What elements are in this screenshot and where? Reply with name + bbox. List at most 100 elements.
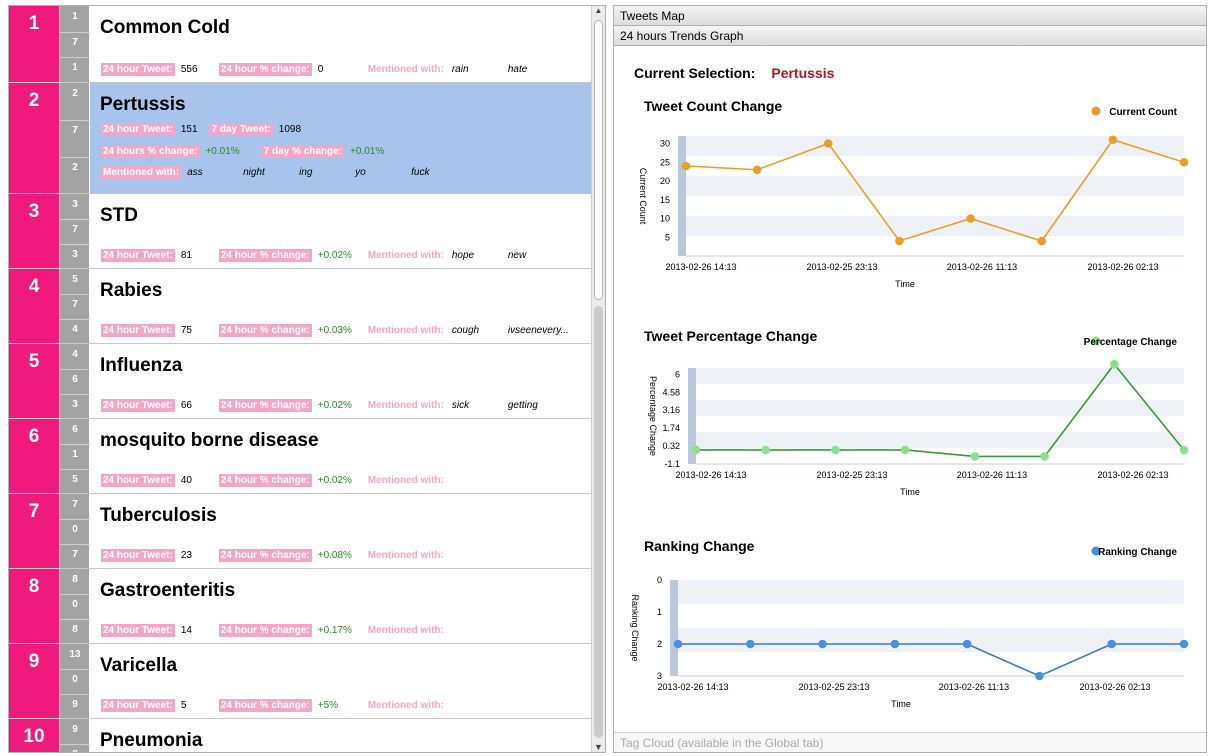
mentioned-word[interactable]: ing: [299, 167, 313, 178]
disease-name[interactable]: Pertussis: [100, 94, 186, 115]
data-point[interactable]: [681, 161, 691, 171]
list-scrollbar[interactable]: ▲ ▼: [591, 6, 605, 752]
y-tick-label: -1.1: [664, 459, 680, 469]
disease-row[interactable]: 2 2 7 2 Pertussis 24 hour Tweet: 151 7 day Twee…: [9, 83, 593, 194]
data-point[interactable]: [1037, 236, 1047, 246]
disease-name[interactable]: Varicella: [100, 655, 178, 676]
scroll-up-arrow-icon[interactable]: ▲: [594, 6, 603, 15]
scroll-down-arrow-icon[interactable]: ▼: [594, 742, 603, 752]
disease-content[interactable]: Varicella 24 hour Tweet: 5 24 hour % change…: [90, 644, 593, 718]
x-tick-label: 2013-02-26 11:13: [947, 262, 1017, 272]
data-point[interactable]: [962, 639, 972, 649]
mentioned-word[interactable]: getting: [507, 400, 538, 411]
data-point[interactable]: [895, 236, 904, 246]
x-tick-label: 2013-02-26 14:13: [657, 682, 728, 692]
disease-content[interactable]: Tuberculosis 24 hour Tweet: 23 24 hour % ch…: [90, 494, 593, 568]
disease-name[interactable]: mosquito borne disease: [100, 430, 319, 451]
y-axis-label: Percentage Change: [648, 376, 658, 456]
scroll-track[interactable]: [594, 306, 603, 738]
trend-chart: Percentage Change -1.1 0.32 1.74 3.16 4.58 6 Pe…: [648, 336, 1189, 497]
mentioned-word[interactable]: night: [243, 167, 265, 178]
data-point[interactable]: [1179, 157, 1189, 167]
data-point[interactable]: [1109, 359, 1119, 369]
mentioned-word[interactable]: ivseenevery...: [507, 325, 569, 336]
stat-label: 24 hour Tweet:: [101, 699, 175, 712]
mentioned-word[interactable]: fuck: [411, 167, 430, 178]
stat-value: 151: [180, 124, 198, 135]
rank-history-divider: [60, 394, 90, 395]
disease-row[interactable]: 8 8 0 8 Gastroenteritis 24 hour Tweet: 14 24 ho…: [9, 569, 593, 644]
data-point[interactable]: [745, 639, 755, 649]
data-point[interactable]: [900, 445, 910, 455]
mentioned-word[interactable]: cough: [451, 325, 480, 336]
disease-name[interactable]: Gastroenteritis: [100, 580, 236, 601]
mentioned-word[interactable]: hate: [507, 64, 528, 75]
disease-name[interactable]: Rabies: [100, 280, 163, 301]
data-point[interactable]: [966, 214, 975, 223]
disease-content[interactable]: Common Cold 24 hour Tweet: 556 24 hour % ch…: [90, 6, 593, 82]
data-point[interactable]: [970, 452, 980, 461]
disease-row[interactable]: 6 6 1 5 mosquito borne disease 24 hour Tweet:…: [9, 419, 593, 494]
disease-row[interactable]: 1 1 7 1 Common Cold 24 hour Tweet: 556 24 hour …: [9, 6, 593, 83]
mentioned-word[interactable]: yo: [355, 167, 366, 178]
data-point[interactable]: [673, 639, 683, 649]
tab-24-hours-trends[interactable]: 24 hours Trends Graph: [614, 26, 1206, 46]
rank-history-value: 0: [72, 674, 78, 685]
data-point[interactable]: [1108, 135, 1118, 145]
data-point[interactable]: [1179, 639, 1189, 649]
tab-tag-cloud[interactable]: Tag Cloud (available in the Global tab): [614, 732, 1206, 752]
chart-title: Tweet Percentage Change: [644, 328, 818, 344]
data-point[interactable]: [1179, 445, 1189, 455]
scroll-thumb[interactable]: [594, 20, 603, 300]
mentioned-label: Mentioned with:: [367, 325, 444, 336]
disease-name[interactable]: STD: [100, 205, 138, 226]
y-axis-band: [688, 368, 696, 464]
x-tick-label: 2013-02-25 23:13: [798, 682, 869, 692]
disease-content[interactable]: mosquito borne disease 24 hour Tweet: 40 24…: [90, 419, 593, 493]
rank-history-value: 2: [72, 162, 78, 173]
data-point[interactable]: [823, 139, 833, 148]
disease-name[interactable]: Pneumonia: [100, 730, 203, 751]
mentioned-word[interactable]: rain: [451, 64, 469, 75]
disease-content[interactable]: Influenza 24 hour Tweet: 66 24 hour % chang…: [90, 344, 593, 418]
mentioned-word[interactable]: new: [507, 250, 527, 261]
y-tick-label: 0.32: [662, 441, 680, 451]
data-point[interactable]: [752, 165, 762, 175]
disease-row[interactable]: 3 3 7 3 STD 24 hour Tweet: 81 24 hour % change:…: [9, 194, 593, 269]
y-axis-label: Ranking Change: [630, 594, 640, 661]
data-point[interactable]: [1040, 452, 1049, 461]
y-tick-label: 1.74: [662, 423, 680, 433]
data-point[interactable]: [831, 445, 840, 455]
rank-history-value: 5: [72, 274, 78, 285]
disease-name[interactable]: Influenza: [100, 355, 183, 376]
disease-content[interactable]: Gastroenteritis 24 hour Tweet: 14 24 hour %…: [90, 569, 593, 643]
data-point[interactable]: [818, 639, 827, 649]
stat-value: 75: [180, 325, 192, 336]
disease-name[interactable]: Tuberculosis: [100, 505, 217, 526]
data-point[interactable]: [691, 445, 701, 455]
disease-name[interactable]: Common Cold: [100, 17, 230, 38]
disease-row[interactable]: 7 7 0 7 Tuberculosis 24 hour Tweet: 23 24 hour …: [9, 494, 593, 569]
disease-content[interactable]: Pertussis 24 hour Tweet: 151 7 day Tweet: 10…: [90, 83, 593, 193]
disease-row[interactable]: 4 5 7 4 Rabies 24 hour Tweet: 75 24 hour % chan…: [9, 269, 593, 344]
disease-content[interactable]: Pneumonia: [90, 719, 593, 752]
data-point[interactable]: [890, 639, 900, 649]
disease-row[interactable]: 9 13 0 9 Varicella 24 hour Tweet: 5 24 hour % c…: [9, 644, 593, 719]
disease-content[interactable]: STD 24 hour Tweet: 81 24 hour % change: +0.0…: [90, 194, 593, 268]
data-point[interactable]: [761, 445, 771, 455]
rank-history-value: 7: [72, 499, 78, 510]
disease-row[interactable]: 1098Pneumonia: [9, 719, 593, 752]
data-point[interactable]: [1107, 639, 1117, 649]
disease-content[interactable]: Rabies 24 hour Tweet: 75 24 hour % change: +…: [90, 269, 593, 343]
disease-row[interactable]: 5 4 6 3 Influenza 24 hour Tweet: 66 24 hour % c…: [9, 344, 593, 419]
mentioned-word[interactable]: ass: [187, 167, 203, 178]
x-tick-label: 2013-02-26 02:13: [1087, 262, 1158, 272]
disease-list[interactable]: 1 1 7 1 Common Cold 24 hour Tweet: 556 24 hour …: [9, 6, 593, 752]
rank-number: 2: [9, 83, 59, 193]
tab-tweets-map[interactable]: Tweets Map: [614, 6, 1206, 26]
data-point[interactable]: [1035, 671, 1044, 681]
grid-band: [678, 628, 1184, 652]
mentioned-word[interactable]: sick: [451, 400, 470, 411]
rank-history-value: 1: [72, 62, 78, 74]
mentioned-word[interactable]: hope: [451, 250, 475, 261]
